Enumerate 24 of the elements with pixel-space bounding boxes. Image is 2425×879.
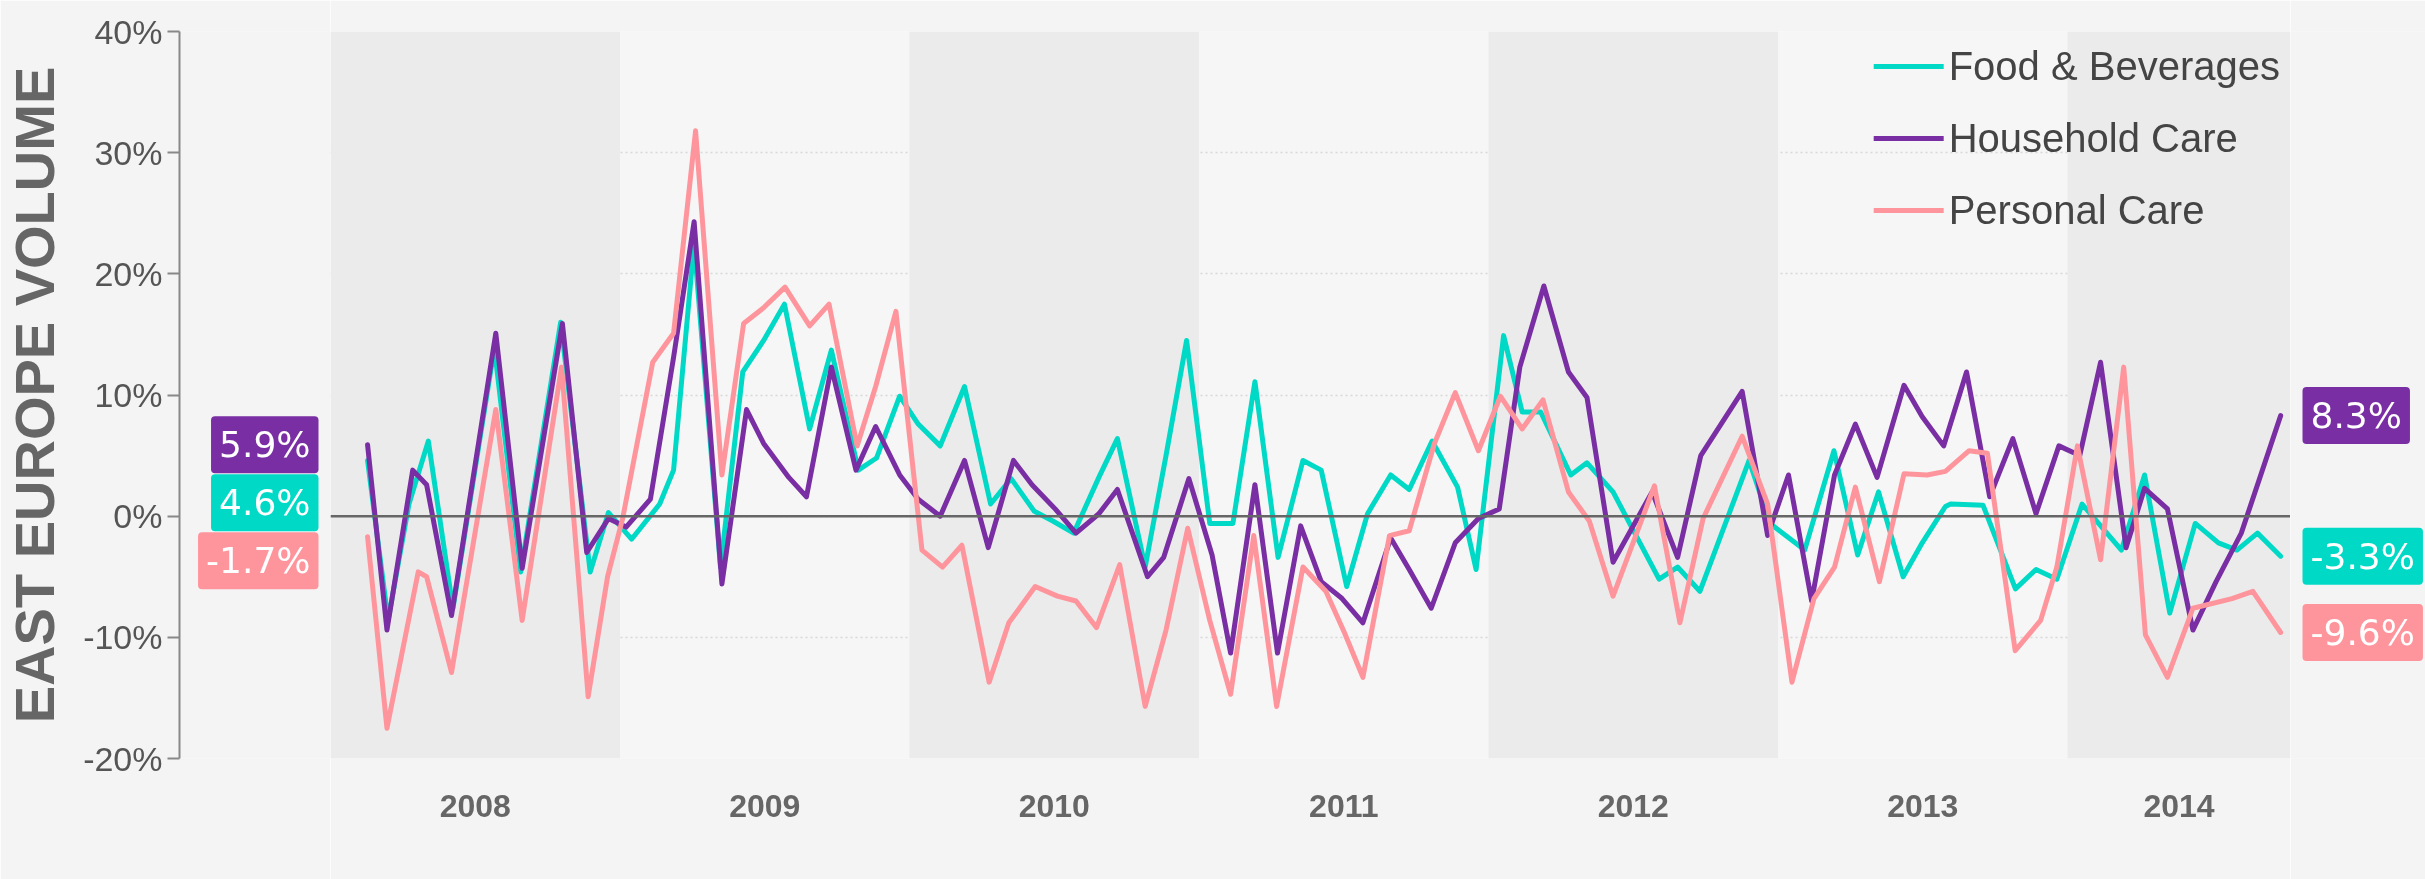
data-label: 5.9% — [219, 424, 311, 466]
y-tick-label: 10% — [94, 376, 163, 414]
x-tick-label: 2009 — [729, 787, 801, 824]
legend-label: Household Care — [1948, 114, 2238, 162]
y-tick-label: -10% — [83, 618, 163, 657]
x-tick-label: 2014 — [2143, 787, 2215, 824]
data-label: 8.3% — [2310, 395, 2402, 437]
y-tick-label: 30% — [94, 133, 163, 172]
y-tick-label: 40% — [94, 12, 163, 51]
y-tick-label: 0% — [113, 497, 163, 536]
data-label: 4.6% — [219, 482, 311, 524]
legend-label: Personal Care — [1948, 186, 2205, 234]
y-tick-label: 20% — [94, 254, 163, 293]
x-tick-label: 2008 — [439, 787, 511, 824]
y-tick-label: -20% — [83, 739, 163, 778]
x-tick-label: 2010 — [1018, 787, 1090, 824]
x-tick-label: 2011 — [1309, 787, 1379, 824]
x-tick-label: 2013 — [1887, 787, 1959, 824]
data-label: -3.3% — [2310, 535, 2415, 577]
data-label: -1.7% — [206, 540, 311, 582]
x-tick-label: 2012 — [1597, 787, 1669, 824]
legend-label: Food & Beverages — [1948, 42, 2280, 90]
data-label: -9.6% — [2310, 611, 2415, 653]
y-axis-title: EAST EUROPE VOLUME — [3, 66, 67, 724]
